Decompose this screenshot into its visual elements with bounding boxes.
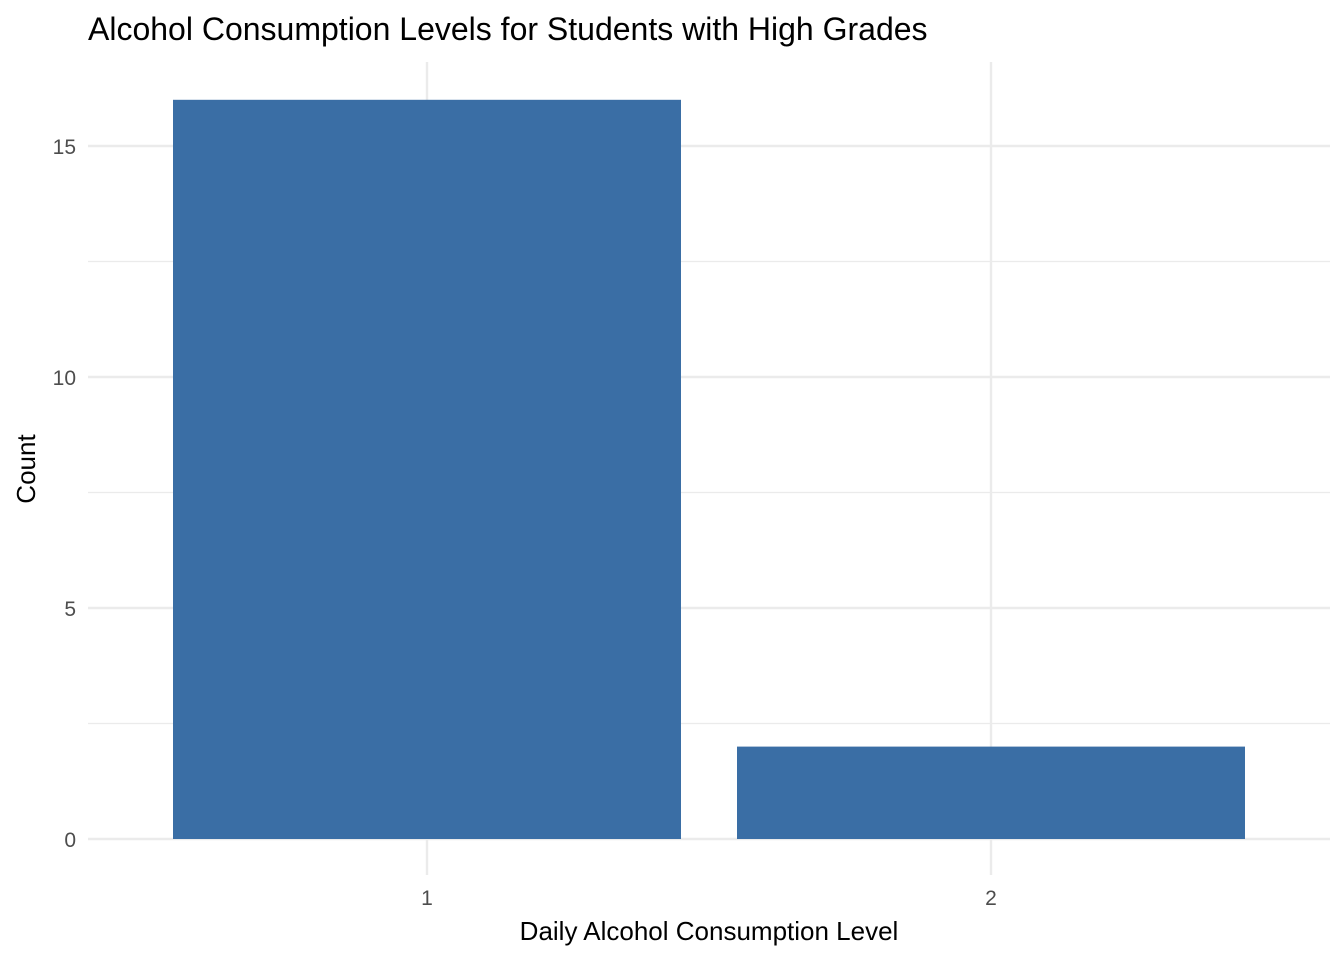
y-axis-title: Count: [11, 434, 41, 504]
y-tick-label: 5: [64, 598, 76, 621]
bar-2: [737, 746, 1245, 839]
x-axis-title: Daily Alcohol Consumption Level: [520, 916, 899, 946]
tick-labels: 0 5 10 15 1 2: [53, 136, 997, 910]
chart-title: Alcohol Consumption Levels for Students …: [88, 11, 928, 47]
y-tick-label: 0: [64, 829, 76, 852]
y-tick-label: 10: [53, 367, 76, 390]
bar-1: [173, 99, 681, 840]
bars: [173, 99, 1245, 840]
x-tick-label: 1: [421, 887, 433, 910]
y-tick-label: 15: [53, 136, 76, 159]
x-tick-label: 2: [985, 887, 997, 910]
